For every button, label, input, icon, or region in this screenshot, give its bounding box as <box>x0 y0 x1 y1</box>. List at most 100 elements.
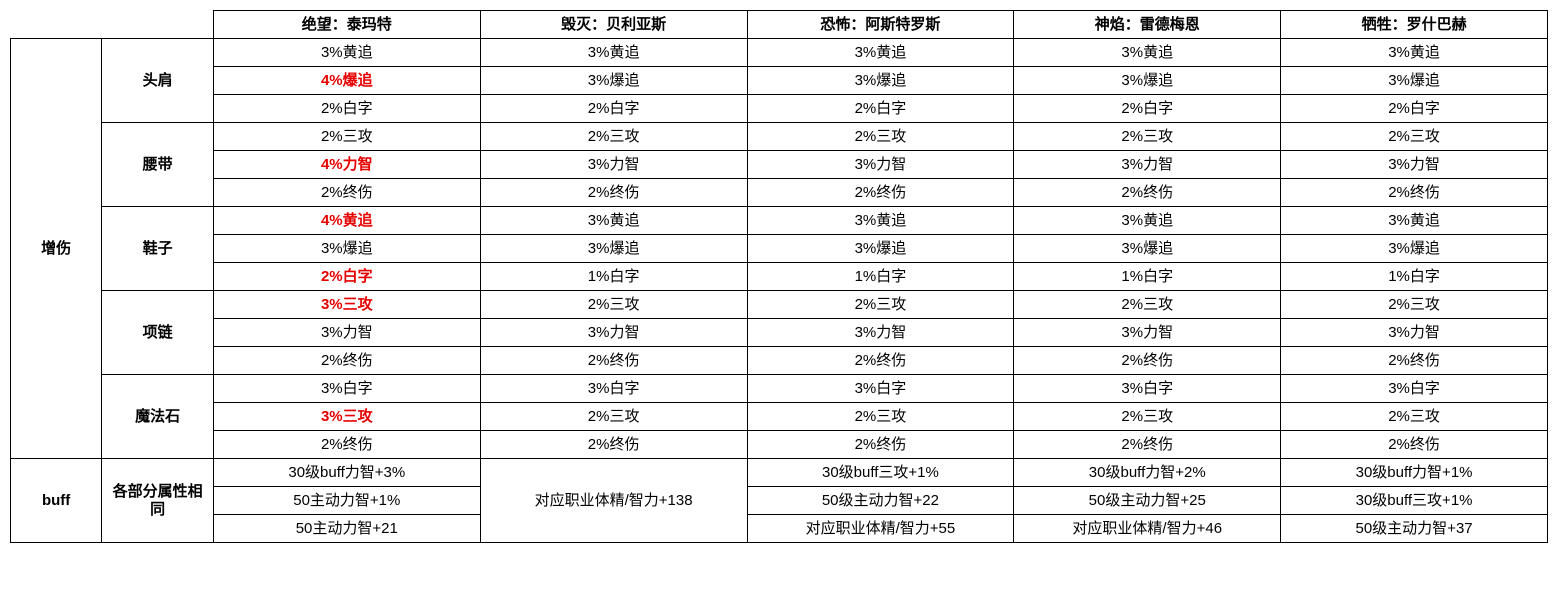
cell: 3%黄追 <box>747 207 1014 235</box>
table-row: 3%三攻 2%三攻 2%三攻 2%三攻 2%三攻 <box>11 403 1548 431</box>
cell: 1%白字 <box>1014 263 1281 291</box>
sub-buff: 各部分属性相同 <box>102 459 214 543</box>
cell: 3%力智 <box>1014 151 1281 179</box>
cell-merged: 对应职业体精/智力+138 <box>480 459 747 543</box>
cell: 3%白字 <box>1014 375 1281 403</box>
cell: 3%白字 <box>1281 375 1548 403</box>
cell: 3%黄追 <box>480 39 747 67</box>
cell: 2%三攻 <box>480 291 747 319</box>
cell: 2%终伤 <box>480 431 747 459</box>
cell: 2%白字 <box>1281 95 1548 123</box>
cell: 3%爆追 <box>1014 235 1281 263</box>
cell: 50主动力智+21 <box>213 515 480 543</box>
cell: 3%爆追 <box>213 235 480 263</box>
sub-stone: 魔法石 <box>102 375 214 459</box>
cell: 2%终伤 <box>1281 179 1548 207</box>
cell: 50主动力智+1% <box>213 487 480 515</box>
cell: 2%白字 <box>213 95 480 123</box>
cell: 3%爆追 <box>1281 67 1548 95</box>
cell: 3%黄追 <box>747 39 1014 67</box>
cell: 30级buff力智+2% <box>1014 459 1281 487</box>
table-row: 2%终伤 2%终伤 2%终伤 2%终伤 2%终伤 <box>11 179 1548 207</box>
table-row: 3%爆追 3%爆追 3%爆追 3%爆追 3%爆追 <box>11 235 1548 263</box>
cell: 2%终伤 <box>747 347 1014 375</box>
cell: 3%力智 <box>480 319 747 347</box>
cell: 3%力智 <box>213 319 480 347</box>
cell: 1%白字 <box>1281 263 1548 291</box>
cell-highlight: 2%白字 <box>213 263 480 291</box>
cell: 3%爆追 <box>1281 235 1548 263</box>
cell: 2%三攻 <box>480 403 747 431</box>
cell: 2%白字 <box>480 95 747 123</box>
cell: 1%白字 <box>480 263 747 291</box>
blank-corner <box>11 11 214 39</box>
cell: 3%白字 <box>747 375 1014 403</box>
cell: 2%三攻 <box>213 123 480 151</box>
cell: 3%黄追 <box>1281 207 1548 235</box>
cell: 2%三攻 <box>1281 291 1548 319</box>
category-buff: buff <box>11 459 102 543</box>
cell: 3%力智 <box>747 151 1014 179</box>
stats-table: 绝望：泰玛特 毁灭：贝利亚斯 恐怖：阿斯特罗斯 神焰：雷德梅恩 牺牲：罗什巴赫 … <box>10 10 1548 543</box>
cell: 2%三攻 <box>1014 123 1281 151</box>
cell: 2%三攻 <box>747 291 1014 319</box>
cell: 2%白字 <box>1014 95 1281 123</box>
cell: 30级buff力智+3% <box>213 459 480 487</box>
cell: 2%终伤 <box>213 347 480 375</box>
header-c1: 绝望：泰玛特 <box>213 11 480 39</box>
table-row: 魔法石 3%白字 3%白字 3%白字 3%白字 3%白字 <box>11 375 1548 403</box>
table-row: 腰带 2%三攻 2%三攻 2%三攻 2%三攻 2%三攻 <box>11 123 1548 151</box>
cell: 2%三攻 <box>1281 403 1548 431</box>
cell: 2%三攻 <box>480 123 747 151</box>
cell: 2%终伤 <box>480 347 747 375</box>
table-row: 3%力智 3%力智 3%力智 3%力智 3%力智 <box>11 319 1548 347</box>
cell: 3%黄追 <box>1281 39 1548 67</box>
header-c4: 神焰：雷德梅恩 <box>1014 11 1281 39</box>
table-row: 4%爆追 3%爆追 3%爆追 3%爆追 3%爆追 <box>11 67 1548 95</box>
cell: 3%力智 <box>747 319 1014 347</box>
cell: 3%力智 <box>1281 151 1548 179</box>
sub-shoulder: 头肩 <box>102 39 214 123</box>
cell: 3%爆追 <box>480 67 747 95</box>
cell: 50级主动力智+37 <box>1281 515 1548 543</box>
cell: 3%爆追 <box>747 235 1014 263</box>
cell: 对应职业体精/智力+55 <box>747 515 1014 543</box>
cell: 2%三攻 <box>747 403 1014 431</box>
table-row: 增伤 头肩 3%黄追 3%黄追 3%黄追 3%黄追 3%黄追 <box>11 39 1548 67</box>
cell: 50级主动力智+25 <box>1014 487 1281 515</box>
cell: 3%力智 <box>1014 319 1281 347</box>
cell: 3%爆追 <box>480 235 747 263</box>
table-row: 项链 3%三攻 2%三攻 2%三攻 2%三攻 2%三攻 <box>11 291 1548 319</box>
table-row: buff 各部分属性相同 30级buff力智+3% 对应职业体精/智力+138 … <box>11 459 1548 487</box>
cell: 3%黄追 <box>213 39 480 67</box>
cell: 2%终伤 <box>747 431 1014 459</box>
cell: 2%终伤 <box>1014 179 1281 207</box>
sub-belt: 腰带 <box>102 123 214 207</box>
sub-necklace: 项链 <box>102 291 214 375</box>
cell: 3%黄追 <box>1014 39 1281 67</box>
cell: 30级buff三攻+1% <box>747 459 1014 487</box>
cell: 3%爆追 <box>1014 67 1281 95</box>
table-row: 2%白字 2%白字 2%白字 2%白字 2%白字 <box>11 95 1548 123</box>
cell-highlight: 4%力智 <box>213 151 480 179</box>
cell: 2%终伤 <box>1014 347 1281 375</box>
cell: 3%黄追 <box>480 207 747 235</box>
cell: 2%终伤 <box>213 179 480 207</box>
cell: 2%终伤 <box>1281 431 1548 459</box>
cell: 3%力智 <box>1281 319 1548 347</box>
cell: 3%爆追 <box>747 67 1014 95</box>
cell: 2%三攻 <box>1281 123 1548 151</box>
category-dmg: 增伤 <box>11 39 102 459</box>
cell: 2%终伤 <box>213 431 480 459</box>
cell: 50级主动力智+22 <box>747 487 1014 515</box>
cell: 30级buff力智+1% <box>1281 459 1548 487</box>
cell-highlight: 4%黄追 <box>213 207 480 235</box>
cell-highlight: 3%三攻 <box>213 403 480 431</box>
cell: 30级buff三攻+1% <box>1281 487 1548 515</box>
header-row: 绝望：泰玛特 毁灭：贝利亚斯 恐怖：阿斯特罗斯 神焰：雷德梅恩 牺牲：罗什巴赫 <box>11 11 1548 39</box>
cell: 2%三攻 <box>747 123 1014 151</box>
cell: 2%终伤 <box>480 179 747 207</box>
cell: 2%三攻 <box>1014 291 1281 319</box>
cell: 2%三攻 <box>1014 403 1281 431</box>
cell: 对应职业体精/智力+46 <box>1014 515 1281 543</box>
